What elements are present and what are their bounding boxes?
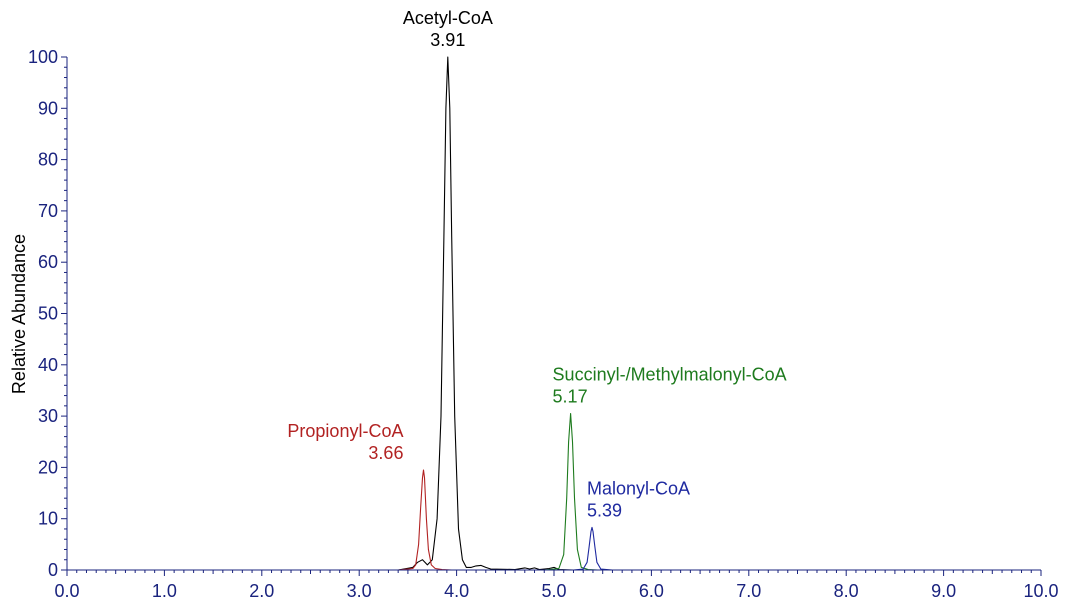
peak-label-name: Malonyl-CoA [587, 478, 690, 498]
y-tick-label: 70 [38, 201, 58, 221]
y-tick-label: 100 [28, 47, 58, 67]
peak-label-name: Succinyl-/Methylmalonyl-CoA [553, 365, 787, 385]
trace-malonyl-coa [573, 526, 613, 571]
x-tick-label: 2.0 [249, 581, 274, 601]
x-tick-label: 10.0 [1023, 581, 1058, 601]
peak-label-name: Acetyl-CoA [403, 8, 493, 28]
trace-acetyl-coa [398, 56, 574, 571]
y-tick-label: 50 [38, 304, 58, 324]
x-tick-label: 0.0 [54, 581, 79, 601]
x-tick-label: 1.0 [152, 581, 177, 601]
x-tick-label: 3.0 [347, 581, 372, 601]
x-tick-label: 9.0 [931, 581, 956, 601]
y-axis-title: Relative Abundance [9, 234, 29, 394]
x-tick-label: 5.0 [541, 581, 566, 601]
y-tick-label: 20 [38, 457, 58, 477]
y-tick-label: 90 [38, 98, 58, 118]
peak-label-retention-time: 5.17 [553, 387, 588, 407]
trace-propionyl-coa [398, 469, 452, 571]
y-tick-label: 30 [38, 406, 58, 426]
x-tick-label: 6.0 [639, 581, 664, 601]
peak-label-name: Propionyl-CoA [287, 421, 403, 441]
x-tick-label: 8.0 [834, 581, 859, 601]
chart-axes: 0 10 20 30 40 50 60 70 80 90 100 0.0 1.0 2.0 3.0 4.0 5.0… [28, 47, 1059, 601]
y-tick-label: 40 [38, 355, 58, 375]
trace-succinyl-methylmalonyl-coa [544, 412, 598, 571]
peak-label-retention-time: 5.39 [587, 500, 622, 520]
y-tick-label: 0 [48, 560, 58, 580]
x-tick-label: 4.0 [444, 581, 469, 601]
y-tick-label: 10 [38, 509, 58, 529]
y-tick-label: 60 [38, 252, 58, 272]
y-tick-label: 80 [38, 150, 58, 170]
peak-label-retention-time: 3.91 [430, 30, 465, 50]
chromatogram-traces [398, 56, 613, 571]
peak-label-retention-time: 3.66 [368, 443, 403, 463]
x-tick-label: 7.0 [736, 581, 761, 601]
